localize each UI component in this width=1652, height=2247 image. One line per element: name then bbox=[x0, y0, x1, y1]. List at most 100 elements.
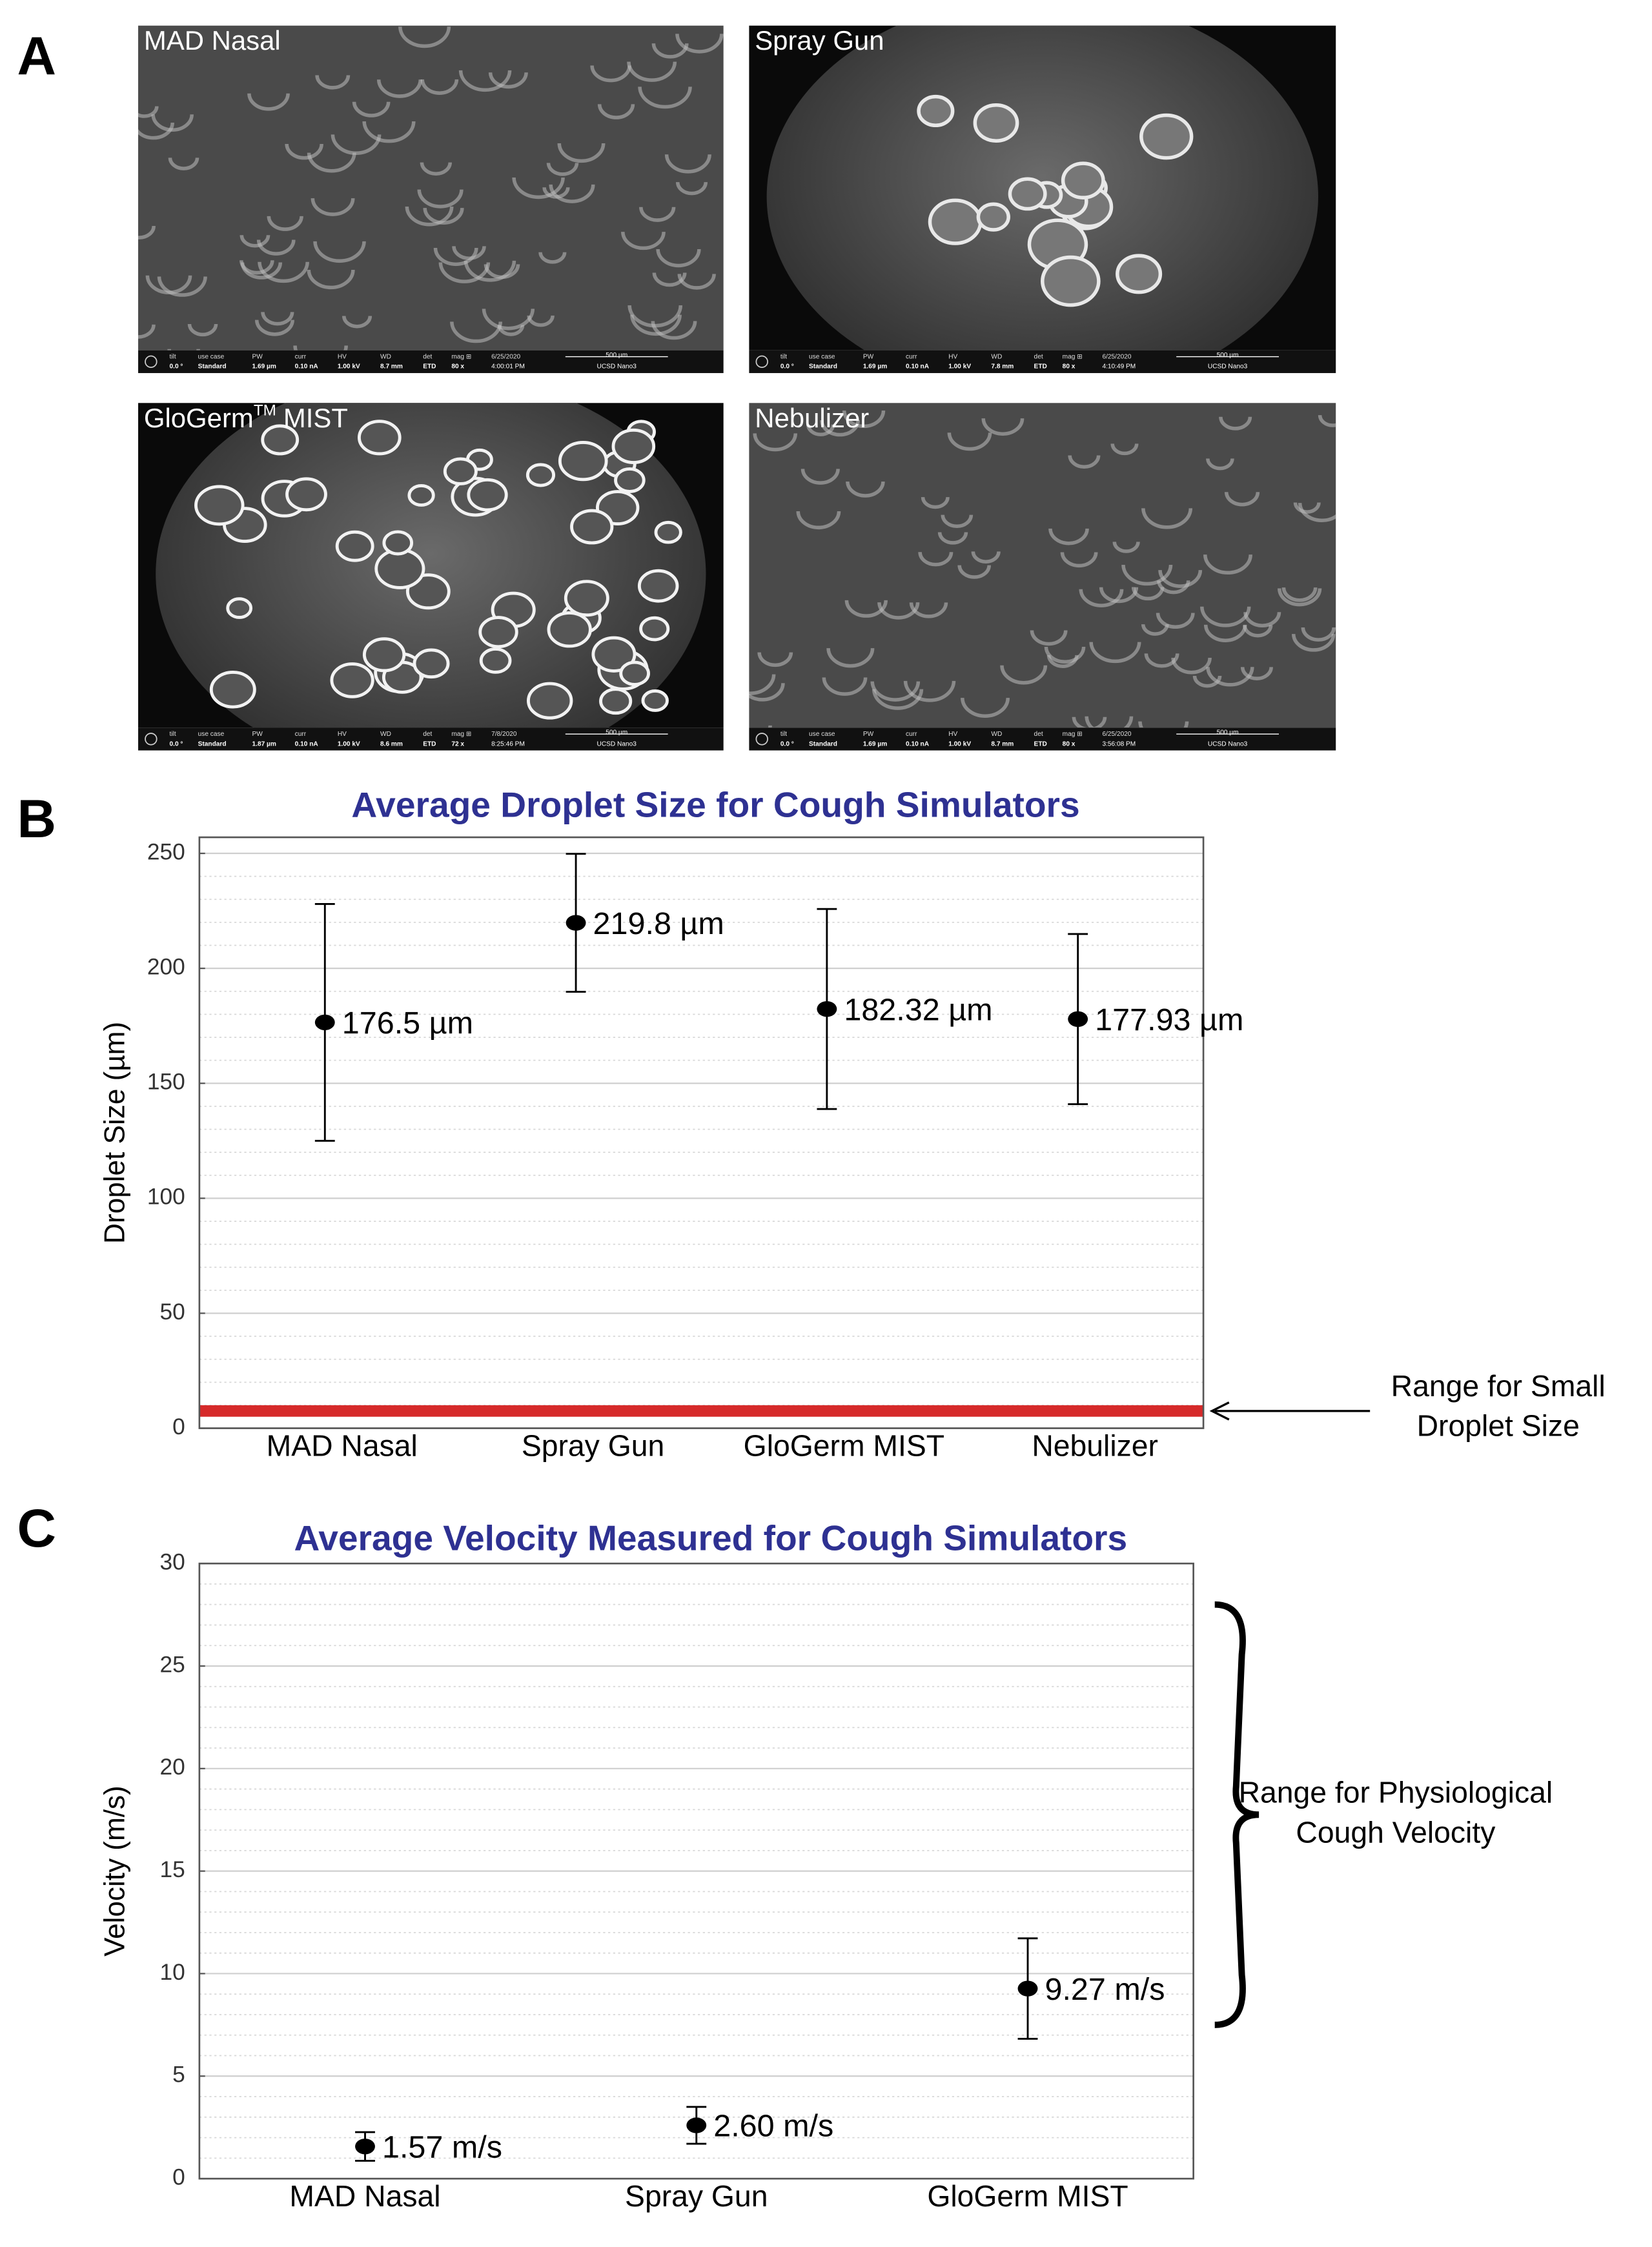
crater bbox=[749, 674, 776, 695]
crater bbox=[342, 316, 372, 329]
crater bbox=[1243, 612, 1281, 627]
droplet-ring bbox=[558, 440, 608, 482]
droplet-ring bbox=[564, 580, 609, 617]
info-header: curr bbox=[906, 353, 917, 360]
crater bbox=[1048, 528, 1089, 545]
droplet-ring bbox=[641, 689, 669, 712]
info-header: tilt bbox=[780, 731, 787, 738]
droplet-ring bbox=[479, 647, 512, 674]
value-label: 2.60 m/s bbox=[713, 2109, 833, 2144]
crater bbox=[1298, 502, 1336, 522]
droplet-ring bbox=[654, 520, 682, 544]
droplet-ring bbox=[407, 484, 435, 507]
info-value: ETD bbox=[1034, 740, 1047, 747]
crater bbox=[187, 323, 218, 337]
panel-label: C bbox=[17, 1498, 57, 1558]
y-tick-label: 5 bbox=[172, 2062, 185, 2088]
mean-point bbox=[355, 2139, 375, 2155]
droplet-ring bbox=[917, 94, 955, 128]
crater bbox=[1099, 587, 1139, 604]
image-title-text: Spray Gun bbox=[755, 25, 884, 56]
droplet-ring bbox=[405, 573, 451, 610]
info-value: 80 x bbox=[1063, 740, 1076, 747]
info-header: curr bbox=[906, 731, 917, 738]
crater bbox=[1044, 646, 1086, 664]
crater bbox=[315, 75, 351, 90]
value-label: 182.32 µm bbox=[844, 992, 992, 1027]
droplet-ring bbox=[570, 509, 614, 545]
range-band bbox=[199, 1405, 1204, 1417]
y-tick-label: 10 bbox=[160, 1960, 185, 1985]
crater bbox=[846, 481, 885, 498]
droplet-ring bbox=[976, 202, 1010, 232]
crater bbox=[138, 225, 156, 239]
info-header: WD bbox=[380, 731, 391, 738]
droplet-ring bbox=[335, 530, 374, 562]
x-tick-label: Nebulizer bbox=[1032, 1429, 1158, 1463]
sem-image: tilt 0.0 ° use case Standard PW 1.69 µm curr 0.… bbox=[749, 403, 1336, 751]
sem-image: tilt 0.0 ° use case Standard PW 1.69 µm curr 0.… bbox=[749, 25, 1336, 373]
y-tick-label: 50 bbox=[160, 1299, 185, 1325]
droplet-ring bbox=[443, 457, 478, 485]
crater bbox=[820, 420, 860, 437]
y-tick-label: 250 bbox=[147, 839, 185, 864]
crater bbox=[590, 65, 631, 83]
crater bbox=[1192, 675, 1222, 688]
info-header: WD bbox=[380, 353, 391, 360]
info-value: 0.0 ° bbox=[170, 740, 183, 747]
info-value: 0.10 nA bbox=[295, 363, 319, 371]
crater bbox=[664, 154, 711, 174]
crater bbox=[1110, 443, 1139, 456]
droplet-ring bbox=[525, 463, 556, 487]
info-header: mag ⊞ bbox=[451, 353, 471, 360]
sem-content bbox=[749, 410, 1336, 728]
crater bbox=[652, 272, 687, 287]
x-tick-label: GloGerm MIST bbox=[927, 2179, 1128, 2213]
crater bbox=[826, 648, 875, 668]
crater bbox=[971, 551, 1001, 564]
mean-point bbox=[817, 1001, 837, 1017]
crater bbox=[261, 312, 294, 326]
droplet-ring bbox=[1041, 255, 1101, 307]
droplet-ring bbox=[194, 485, 245, 526]
sem-image: tilt 0.0 ° use case Standard PW 1.87 µm curr 0.… bbox=[138, 402, 724, 751]
droplet-ring bbox=[637, 569, 679, 603]
info-time: 4:10:49 PM bbox=[1102, 363, 1136, 371]
mean-point bbox=[686, 2117, 707, 2133]
info-header: use case bbox=[809, 353, 835, 360]
value-label: 219.8 µm bbox=[593, 906, 724, 941]
image-title: Spray Gun bbox=[755, 25, 884, 56]
crater bbox=[138, 324, 156, 339]
x-tick-label: MAD Nasal bbox=[267, 1429, 418, 1463]
info-header: HV bbox=[948, 353, 957, 360]
crater bbox=[1240, 667, 1273, 680]
crater bbox=[512, 177, 565, 199]
crater bbox=[981, 418, 1025, 436]
info-value: 8.6 mm bbox=[380, 740, 403, 747]
crater bbox=[256, 239, 296, 256]
mean-point bbox=[1068, 1011, 1088, 1027]
crater bbox=[1000, 665, 1048, 685]
crater bbox=[450, 321, 502, 343]
info-time: 3:56:08 PM bbox=[1102, 740, 1136, 747]
droplet-ring bbox=[357, 420, 402, 456]
info-scale: 500 µm bbox=[606, 729, 627, 737]
crater bbox=[168, 158, 199, 170]
crater bbox=[398, 26, 451, 48]
crater bbox=[1141, 624, 1169, 636]
info-date: 6/25/2020 bbox=[491, 353, 520, 360]
info-header: PW bbox=[863, 353, 874, 360]
crater bbox=[1060, 552, 1098, 568]
y-tick-label: 0 bbox=[172, 2164, 185, 2190]
crater bbox=[267, 216, 303, 231]
crater bbox=[651, 321, 697, 340]
info-value: 1.00 kV bbox=[948, 740, 971, 747]
crater bbox=[1203, 624, 1247, 642]
info-value: 1.69 µm bbox=[252, 363, 276, 371]
crater bbox=[630, 314, 682, 336]
crater bbox=[138, 122, 174, 140]
info-value: 8.7 mm bbox=[991, 740, 1014, 747]
crater bbox=[753, 433, 798, 452]
crater bbox=[677, 274, 716, 290]
